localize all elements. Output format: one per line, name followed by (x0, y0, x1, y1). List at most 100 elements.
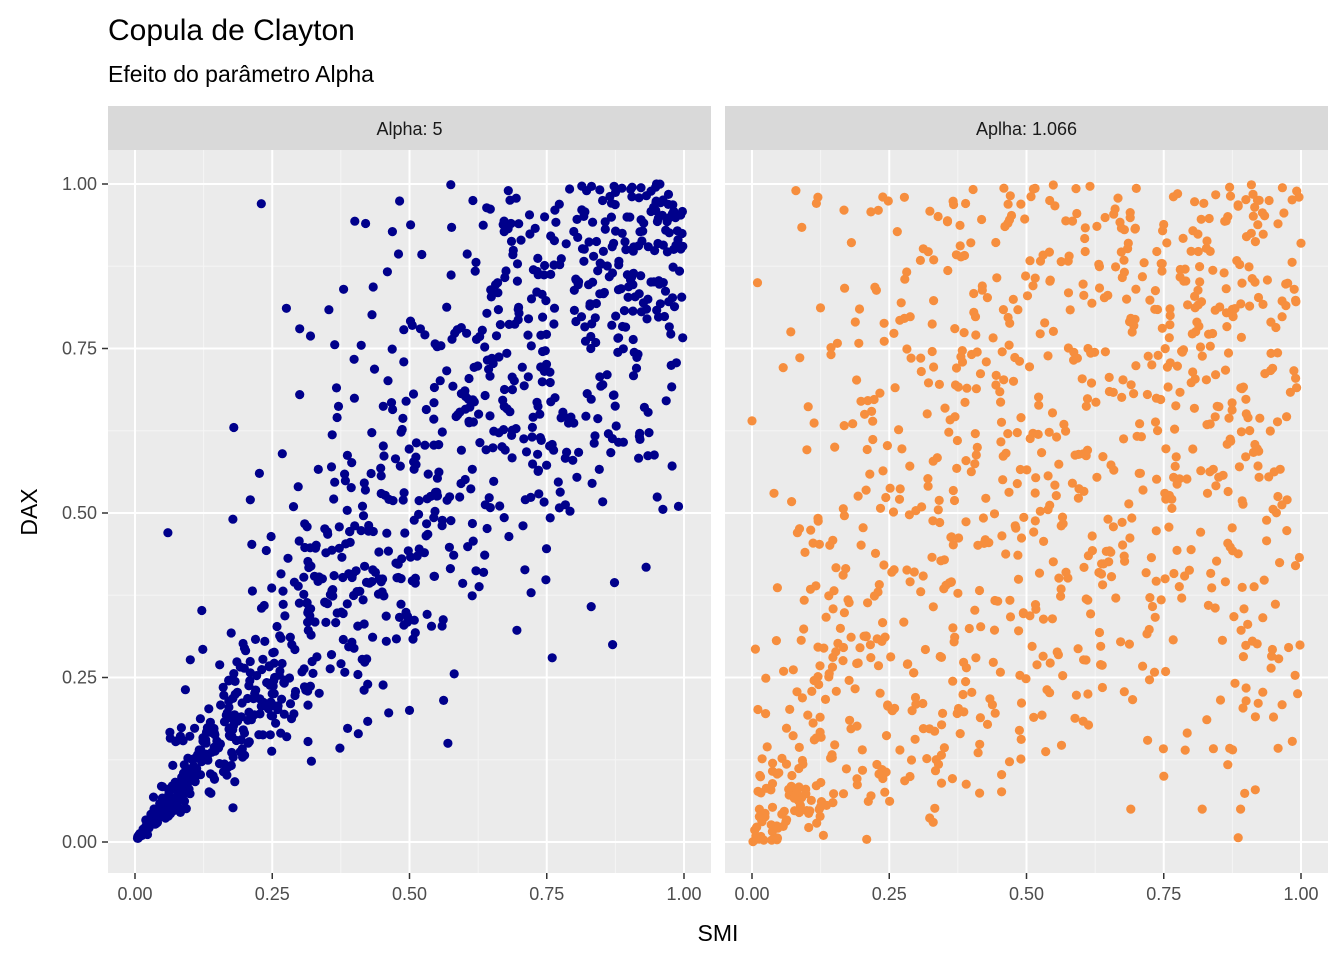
data-point (651, 179, 662, 189)
data-point (672, 226, 683, 236)
data-point (831, 647, 841, 657)
data-point (1167, 494, 1177, 504)
data-point (628, 306, 638, 316)
data-point (970, 459, 980, 469)
data-point (280, 675, 290, 685)
data-point (614, 256, 624, 266)
data-point (266, 531, 276, 542)
data-point (439, 695, 449, 706)
data-point (868, 416, 878, 426)
data-point (230, 777, 240, 787)
data-point (970, 312, 981, 322)
data-point (934, 379, 945, 389)
data-point (538, 312, 548, 322)
data-point (1059, 419, 1069, 429)
data-point (984, 538, 994, 548)
data-point (756, 788, 766, 798)
data-point (504, 531, 514, 542)
data-point (617, 321, 628, 332)
data-point (1115, 217, 1125, 227)
data-point (349, 354, 359, 364)
data-point (215, 660, 225, 670)
y-tick-label: 0.25 (62, 668, 97, 688)
data-point (1061, 567, 1071, 577)
data-point (512, 276, 523, 286)
data-point (1232, 256, 1242, 266)
data-point (923, 378, 934, 388)
data-point (607, 320, 617, 330)
data-point (954, 533, 964, 543)
data-point (357, 501, 368, 511)
data-point (923, 481, 933, 491)
data-point (1082, 394, 1093, 404)
data-point (399, 620, 409, 630)
data-point (1098, 452, 1108, 462)
data-point (480, 390, 490, 401)
data-point (667, 461, 677, 471)
data-point (855, 643, 865, 653)
data-point (1048, 180, 1058, 190)
data-point (1180, 745, 1190, 755)
data-point (285, 632, 295, 642)
data-point (804, 808, 814, 819)
data-point (971, 653, 981, 663)
data-point (473, 361, 483, 371)
data-point (1150, 612, 1160, 622)
data-point (1206, 568, 1216, 579)
data-point (1054, 459, 1064, 469)
data-point (1051, 491, 1061, 501)
data-point (964, 623, 974, 634)
data-point (815, 661, 825, 671)
data-point (854, 304, 865, 314)
data-point (1061, 216, 1071, 226)
data-point (1117, 517, 1127, 528)
data-point (446, 180, 456, 190)
data-point (414, 496, 424, 506)
data-point (482, 523, 492, 534)
data-point (972, 442, 982, 452)
data-point (1262, 536, 1272, 546)
data-point (1238, 703, 1248, 713)
data-point (243, 693, 253, 704)
data-point (781, 759, 792, 769)
data-point (661, 396, 671, 406)
data-point (1034, 392, 1044, 402)
data-point (520, 495, 530, 505)
data-point (881, 731, 892, 741)
data-point (1171, 452, 1181, 462)
data-point (856, 540, 866, 550)
data-point (1223, 538, 1233, 548)
data-point (1128, 695, 1138, 705)
data-point (1048, 557, 1058, 567)
data-point (533, 401, 543, 411)
data-point (1016, 413, 1026, 423)
data-point (144, 823, 154, 833)
data-point (1040, 318, 1050, 328)
data-point (595, 372, 605, 382)
data-point (900, 274, 910, 284)
data-point (998, 451, 1008, 461)
data-point (1052, 432, 1062, 442)
data-point (1003, 429, 1013, 439)
data-point (1292, 186, 1302, 196)
data-point (295, 390, 305, 400)
data-point (1067, 478, 1077, 488)
data-point (600, 217, 610, 227)
data-point (882, 441, 893, 451)
data-point (503, 186, 513, 196)
data-point (1262, 275, 1272, 285)
data-point (916, 353, 926, 363)
data-point (957, 346, 967, 356)
data-point (641, 191, 652, 201)
data-point (1142, 389, 1152, 400)
y-tick-label: 1.00 (62, 174, 97, 194)
data-point (1236, 804, 1246, 814)
data-point (1037, 710, 1047, 720)
data-point (1158, 744, 1168, 754)
data-point (1138, 485, 1148, 495)
data-point (865, 640, 876, 650)
data-point (268, 648, 278, 658)
data-point (1004, 487, 1014, 497)
data-point (959, 328, 969, 338)
data-point (627, 192, 637, 202)
